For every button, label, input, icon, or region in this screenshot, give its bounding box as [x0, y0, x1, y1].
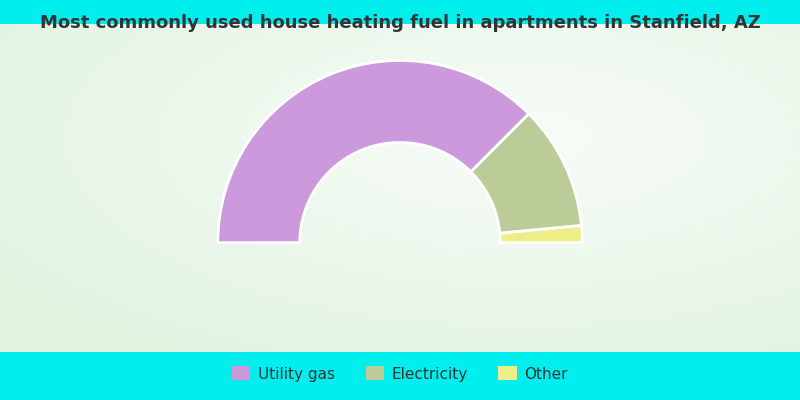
Text: Most commonly used house heating fuel in apartments in Stanfield, AZ: Most commonly used house heating fuel in…: [40, 14, 760, 32]
Wedge shape: [500, 226, 582, 243]
Wedge shape: [471, 114, 582, 233]
Wedge shape: [218, 60, 529, 243]
Legend: Utility gas, Electricity, Other: Utility gas, Electricity, Other: [232, 366, 568, 382]
